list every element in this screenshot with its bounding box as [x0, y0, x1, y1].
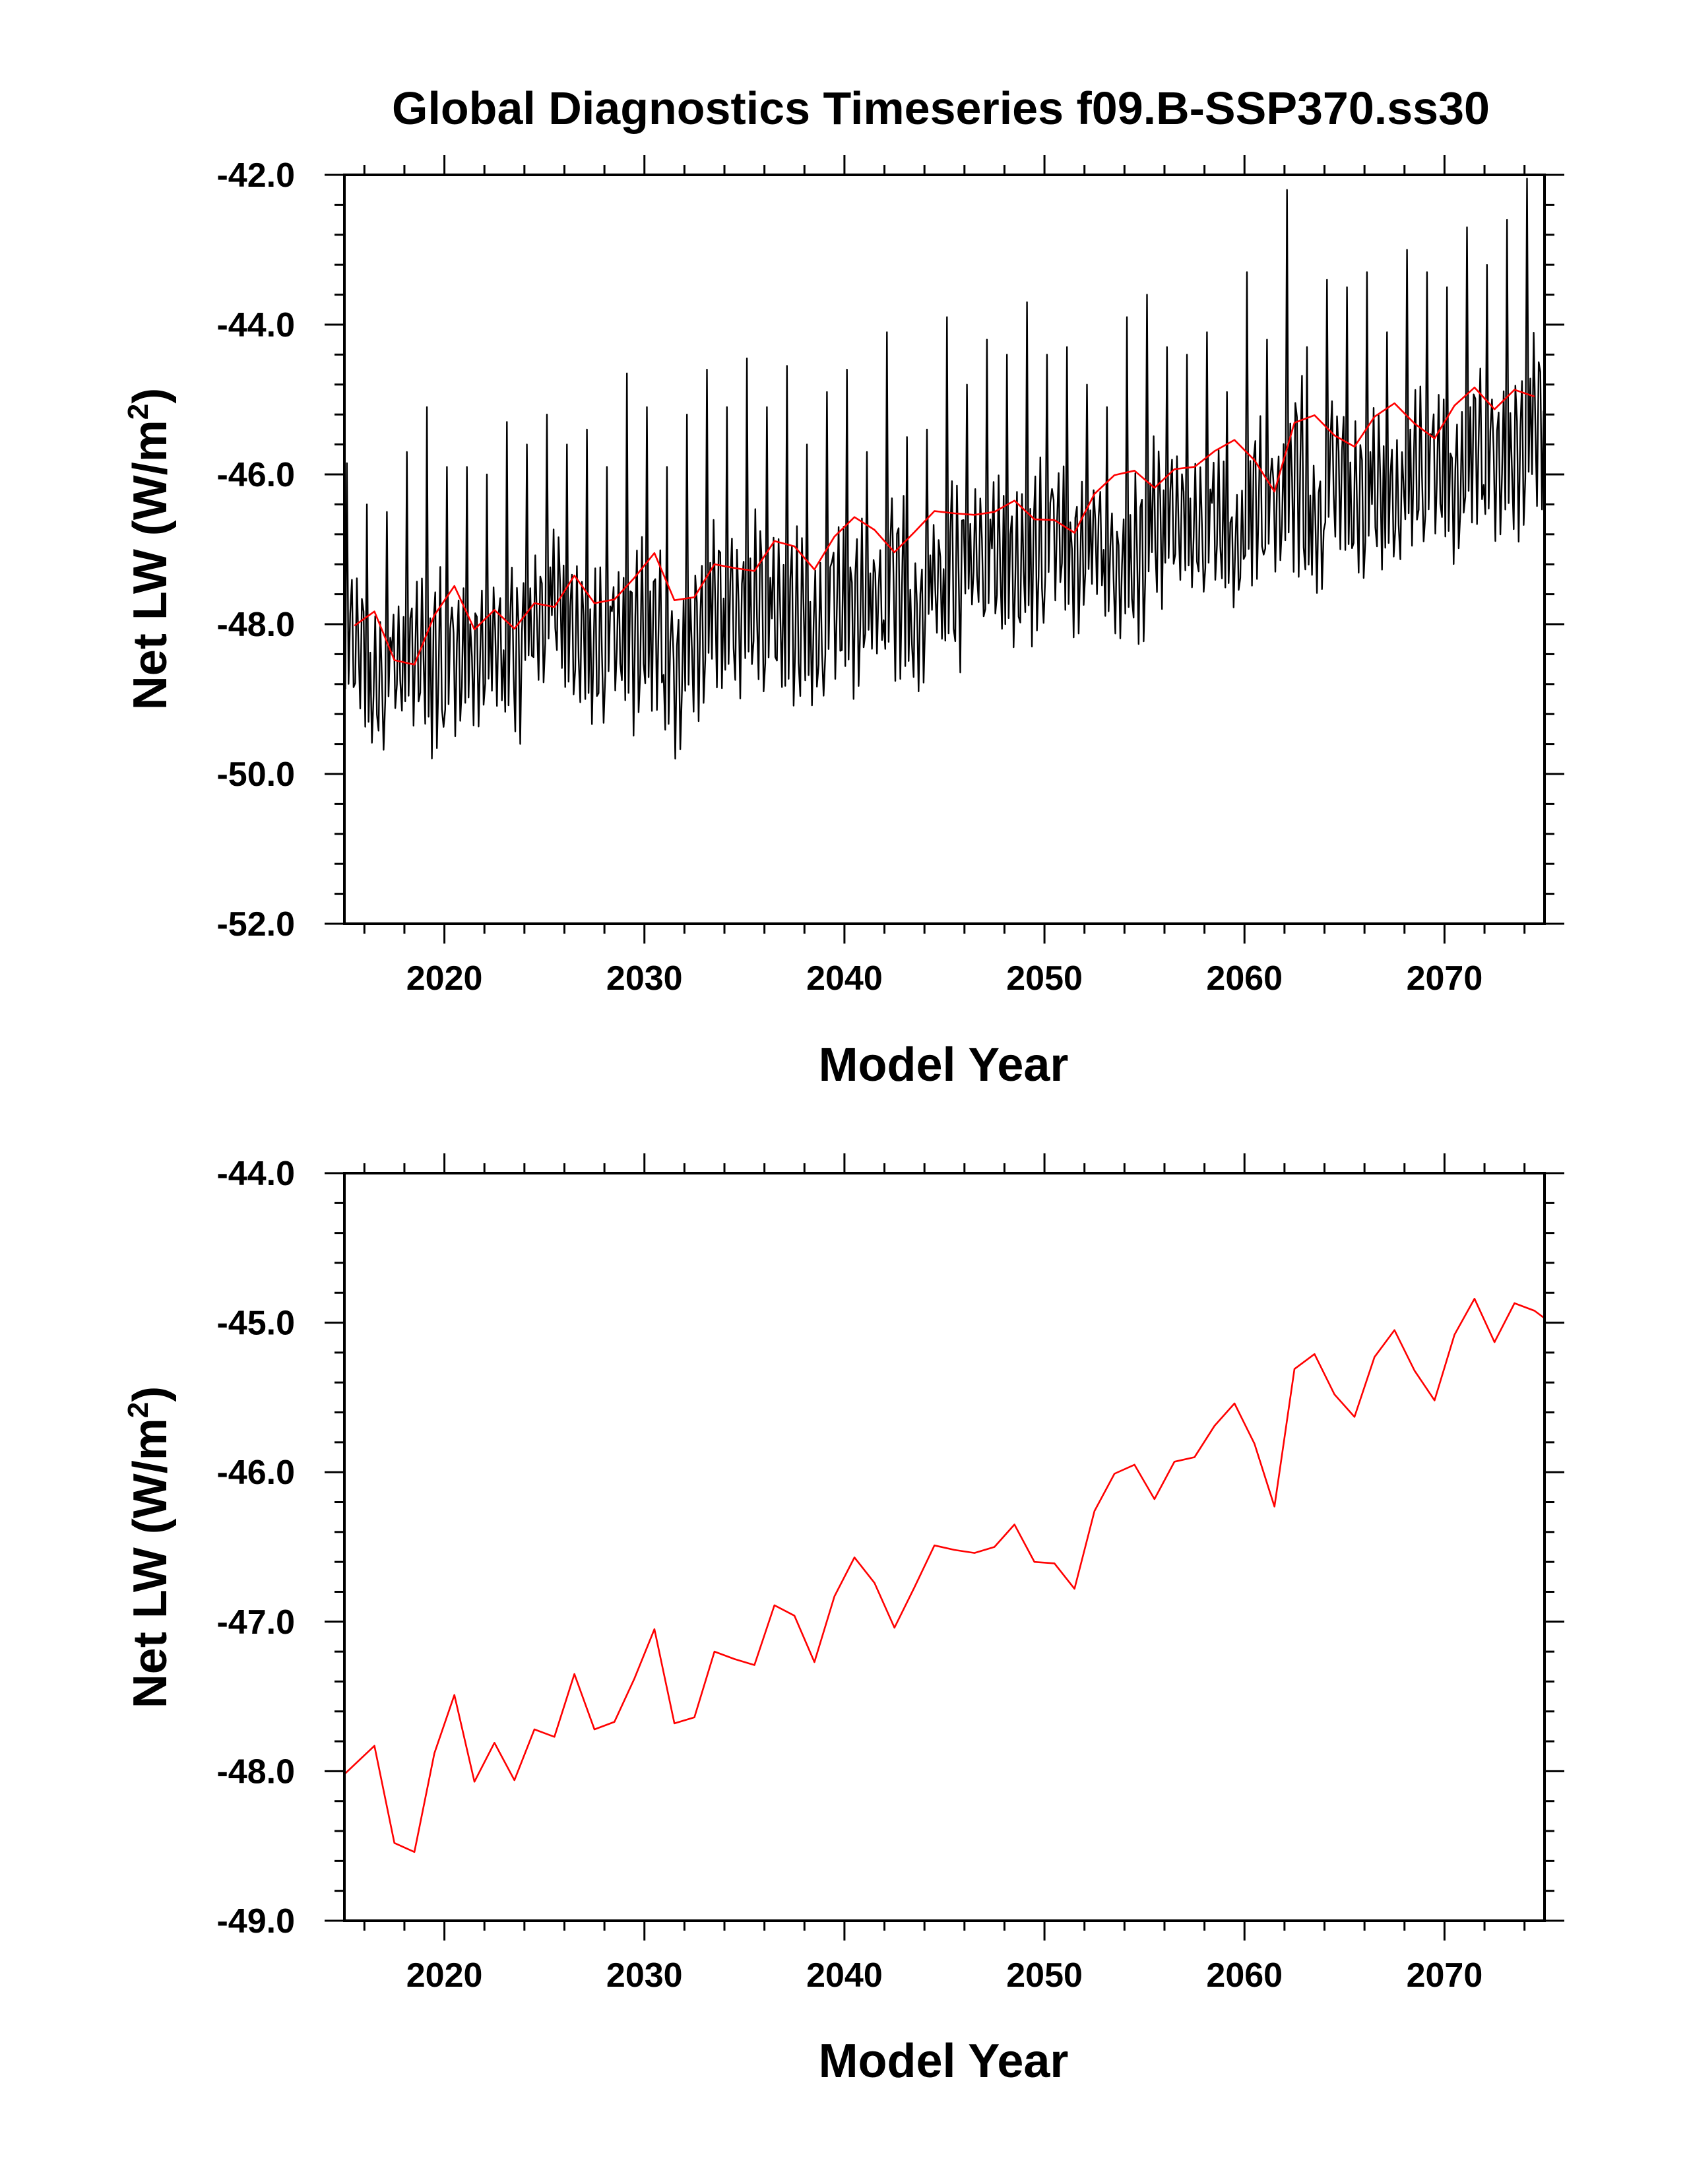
top-annual-mean-series-line: [354, 387, 1535, 666]
bottom-x-tick-label: 2050: [1006, 1956, 1083, 1995]
top-panel: 2020 2030 2040 2050 2060 2070 -52.0 -50.0 -48.0…: [122, 155, 1564, 1091]
bottom-ticks: [325, 1153, 1564, 1941]
top-x-tick-label: 2050: [1006, 959, 1083, 998]
top-y-tick-label: -44.0: [216, 306, 295, 344]
top-y-tick-label: -48.0: [216, 606, 295, 644]
bottom-x-tick-label: 2060: [1206, 1956, 1283, 1995]
bottom-x-tick-labels: 2020 2030 2040 2050 2060 2070: [406, 1956, 1483, 1995]
top-x-tick-label: 2060: [1206, 959, 1283, 998]
bottom-plot-lines: [344, 1298, 1545, 1853]
top-y-tick-label: -50.0: [216, 755, 295, 794]
bottom-y-tick-label: -46.0: [216, 1454, 295, 1492]
top-y-tick-label: -42.0: [216, 156, 295, 195]
top-ticks: [325, 155, 1564, 944]
top-y-tick-label: -46.0: [216, 456, 295, 494]
bottom-x-tick-label: 2040: [806, 1956, 883, 1995]
bottom-y-tick-label: -47.0: [216, 1603, 295, 1642]
bottom-x-tick-label: 2070: [1407, 1956, 1483, 1995]
top-x-tick-label: 2030: [606, 959, 683, 998]
top-x-tick-label: 2070: [1407, 959, 1483, 998]
bottom-annual-mean-series-line: [344, 1298, 1545, 1853]
top-x-tick-label: 2040: [806, 959, 883, 998]
top-x-axis-label: Model Year: [819, 1039, 1069, 1091]
bottom-y-tick-label: -48.0: [216, 1752, 295, 1791]
top-y-axis-label: Net LW (W/m2): [122, 388, 177, 710]
bottom-y-tick-labels: -49.0 -48.0 -47.0 -46.0 -45.0 -44.0: [216, 1155, 295, 1941]
bottom-x-tick-label: 2030: [606, 1956, 683, 1995]
top-y-tick-label: -52.0: [216, 905, 295, 944]
top-x-tick-label: 2020: [406, 959, 483, 998]
figure-title: Global Diagnostics Timeseries f09.B-SSP3…: [392, 82, 1490, 134]
bottom-plot-frame: [343, 1172, 1546, 1922]
bottom-y-axis-label: Net LW (W/m2): [122, 1386, 177, 1708]
top-x-tick-labels: 2020 2030 2040 2050 2060 2070: [406, 959, 1483, 998]
top-y-tick-labels: -52.0 -50.0 -48.0 -46.0 -44.0 -42.0: [216, 156, 295, 944]
bottom-y-tick-label: -49.0: [216, 1902, 295, 1941]
bottom-y-tick-label: -45.0: [216, 1304, 295, 1343]
bottom-panel: 2020 2030 2040 2050 2060 2070 -49.0 -48.0 -47.0…: [122, 1153, 1564, 2088]
top-monthly-series-line: [344, 177, 1545, 759]
top-plot-frame: [343, 174, 1546, 925]
bottom-x-axis-label: Model Year: [819, 2035, 1069, 2088]
top-plot-lines: [344, 177, 1545, 759]
bottom-x-tick-label: 2020: [406, 1956, 483, 1995]
bottom-y-tick-label: -44.0: [216, 1155, 295, 1193]
